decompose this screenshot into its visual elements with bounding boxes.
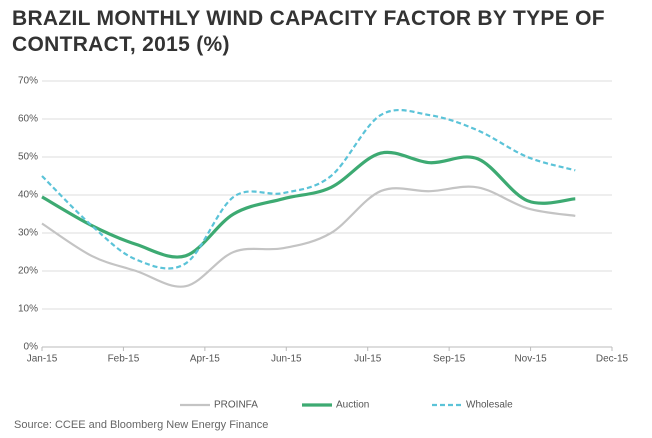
y-tick-label: 10%	[18, 304, 38, 315]
x-tick-label: Nov-15	[514, 354, 547, 365]
x-tick-label: Dec-15	[596, 354, 629, 365]
legend-label: PROINFA	[214, 400, 258, 411]
legend-label: Auction	[336, 400, 369, 411]
x-tick-label: Feb-15	[108, 354, 140, 365]
x-tick-label: Jul-15	[354, 354, 382, 365]
x-tick-label: Apr-15	[190, 354, 220, 365]
x-tick-label: Jan-15	[27, 354, 58, 365]
chart-title: BRAZIL MONTHLY WIND CAPACITY FACTOR BY T…	[12, 7, 605, 56]
y-tick-label: 50%	[18, 152, 38, 163]
series-line	[41, 108, 576, 270]
source: Source: CCEE and Bloomberg New Energy Fi…	[14, 419, 268, 431]
x-tick-label: Sep-15	[433, 354, 466, 365]
series-line	[41, 150, 576, 259]
y-tick-label: 60%	[18, 114, 38, 125]
y-tick-label: 0%	[24, 342, 39, 353]
legend-label: Wholesale	[466, 400, 513, 411]
y-tick-label: 40%	[18, 190, 38, 201]
y-tick-label: 70%	[18, 76, 38, 87]
series-line	[41, 185, 576, 288]
y-tick-label: 20%	[18, 266, 38, 277]
x-tick-label: Jun-15	[271, 354, 302, 365]
y-tick-label: 30%	[18, 228, 38, 239]
